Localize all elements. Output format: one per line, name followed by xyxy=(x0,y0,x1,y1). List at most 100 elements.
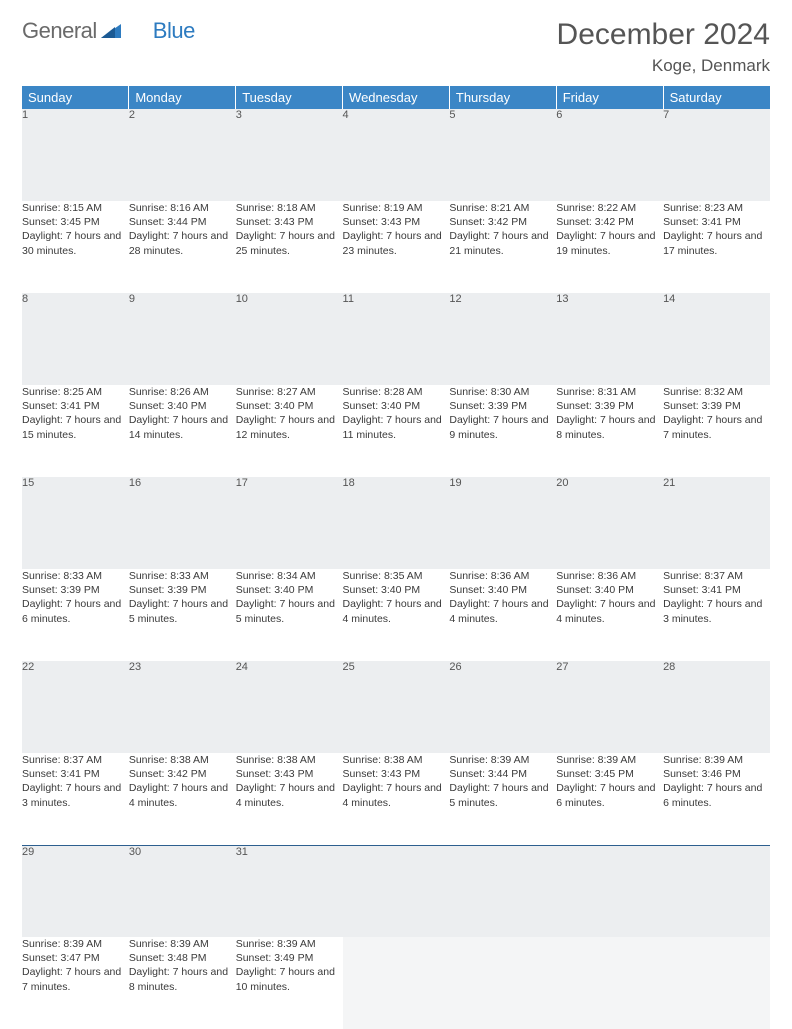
sunrise-line: Sunrise: 8:37 AM xyxy=(663,569,770,583)
calendar-table: Sunday Monday Tuesday Wednesday Thursday… xyxy=(22,86,770,1029)
sunrise-line: Sunrise: 8:39 AM xyxy=(663,753,770,767)
day-number: 3 xyxy=(236,109,343,201)
sunset-line: Sunset: 3:39 PM xyxy=(449,399,556,413)
day-number: 12 xyxy=(449,293,556,385)
daynum-row: 293031 xyxy=(22,845,770,937)
daynum-row: 891011121314 xyxy=(22,293,770,385)
sunrise-line: Sunrise: 8:32 AM xyxy=(663,385,770,399)
sunrise-line: Sunrise: 8:21 AM xyxy=(449,201,556,215)
day-info: Sunrise: 8:36 AMSunset: 3:40 PMDaylight:… xyxy=(449,569,556,661)
sunrise-line: Sunrise: 8:38 AM xyxy=(129,753,236,767)
sunset-line: Sunset: 3:40 PM xyxy=(343,399,450,413)
daynum-row: 1234567 xyxy=(22,109,770,201)
sunrise-line: Sunrise: 8:23 AM xyxy=(663,201,770,215)
day-number: 26 xyxy=(449,661,556,753)
sunrise-line: Sunrise: 8:28 AM xyxy=(343,385,450,399)
sunset-line: Sunset: 3:39 PM xyxy=(556,399,663,413)
day-info: Sunrise: 8:23 AMSunset: 3:41 PMDaylight:… xyxy=(663,201,770,293)
day-number: 16 xyxy=(129,477,236,569)
day-info: Sunrise: 8:39 AMSunset: 3:45 PMDaylight:… xyxy=(556,753,663,845)
day-number: 2 xyxy=(129,109,236,201)
sunrise-line: Sunrise: 8:38 AM xyxy=(343,753,450,767)
day-info xyxy=(663,937,770,1029)
sunset-line: Sunset: 3:49 PM xyxy=(236,951,343,965)
weekday-header: Tuesday xyxy=(236,86,343,109)
sunset-line: Sunset: 3:45 PM xyxy=(22,215,129,229)
sunset-line: Sunset: 3:43 PM xyxy=(343,767,450,781)
daylight-line: Daylight: 7 hours and 28 minutes. xyxy=(129,229,236,257)
day-info: Sunrise: 8:27 AMSunset: 3:40 PMDaylight:… xyxy=(236,385,343,477)
day-info: Sunrise: 8:37 AMSunset: 3:41 PMDaylight:… xyxy=(22,753,129,845)
daylight-line: Daylight: 7 hours and 30 minutes. xyxy=(22,229,129,257)
daylight-line: Daylight: 7 hours and 8 minutes. xyxy=(129,965,236,993)
daylight-line: Daylight: 7 hours and 17 minutes. xyxy=(663,229,770,257)
day-number: 4 xyxy=(343,109,450,201)
sunset-line: Sunset: 3:39 PM xyxy=(129,583,236,597)
day-number xyxy=(449,845,556,937)
day-number: 6 xyxy=(556,109,663,201)
daynum-row: 22232425262728 xyxy=(22,661,770,753)
day-number: 13 xyxy=(556,293,663,385)
day-number: 22 xyxy=(22,661,129,753)
daylight-line: Daylight: 7 hours and 9 minutes. xyxy=(449,413,556,441)
weekday-header: Saturday xyxy=(663,86,770,109)
info-row: Sunrise: 8:15 AMSunset: 3:45 PMDaylight:… xyxy=(22,201,770,293)
sunrise-line: Sunrise: 8:36 AM xyxy=(556,569,663,583)
sunset-line: Sunset: 3:42 PM xyxy=(449,215,556,229)
sunrise-line: Sunrise: 8:35 AM xyxy=(343,569,450,583)
sunrise-line: Sunrise: 8:38 AM xyxy=(236,753,343,767)
day-info: Sunrise: 8:39 AMSunset: 3:48 PMDaylight:… xyxy=(129,937,236,1029)
day-info: Sunrise: 8:32 AMSunset: 3:39 PMDaylight:… xyxy=(663,385,770,477)
day-info: Sunrise: 8:36 AMSunset: 3:40 PMDaylight:… xyxy=(556,569,663,661)
day-info: Sunrise: 8:37 AMSunset: 3:41 PMDaylight:… xyxy=(663,569,770,661)
day-info: Sunrise: 8:39 AMSunset: 3:46 PMDaylight:… xyxy=(663,753,770,845)
sunrise-line: Sunrise: 8:18 AM xyxy=(236,201,343,215)
day-number: 15 xyxy=(22,477,129,569)
header: General Blue December 2024 Koge, Denmark xyxy=(22,18,770,76)
sunrise-line: Sunrise: 8:31 AM xyxy=(556,385,663,399)
day-number: 17 xyxy=(236,477,343,569)
sunset-line: Sunset: 3:43 PM xyxy=(343,215,450,229)
day-number xyxy=(663,845,770,937)
sunrise-line: Sunrise: 8:39 AM xyxy=(449,753,556,767)
sunset-line: Sunset: 3:40 PM xyxy=(449,583,556,597)
daylight-line: Daylight: 7 hours and 4 minutes. xyxy=(129,781,236,809)
day-info: Sunrise: 8:21 AMSunset: 3:42 PMDaylight:… xyxy=(449,201,556,293)
weekday-header-row: Sunday Monday Tuesday Wednesday Thursday… xyxy=(22,86,770,109)
day-number: 8 xyxy=(22,293,129,385)
location: Koge, Denmark xyxy=(557,56,770,76)
weekday-header: Wednesday xyxy=(343,86,450,109)
day-info: Sunrise: 8:26 AMSunset: 3:40 PMDaylight:… xyxy=(129,385,236,477)
sunrise-line: Sunrise: 8:22 AM xyxy=(556,201,663,215)
day-number xyxy=(343,845,450,937)
daylight-line: Daylight: 7 hours and 7 minutes. xyxy=(22,965,129,993)
sunset-line: Sunset: 3:44 PM xyxy=(449,767,556,781)
day-number: 1 xyxy=(22,109,129,201)
info-row: Sunrise: 8:25 AMSunset: 3:41 PMDaylight:… xyxy=(22,385,770,477)
day-number: 24 xyxy=(236,661,343,753)
sunset-line: Sunset: 3:45 PM xyxy=(556,767,663,781)
day-info: Sunrise: 8:33 AMSunset: 3:39 PMDaylight:… xyxy=(129,569,236,661)
sunrise-line: Sunrise: 8:25 AM xyxy=(22,385,129,399)
day-number xyxy=(556,845,663,937)
day-info: Sunrise: 8:39 AMSunset: 3:49 PMDaylight:… xyxy=(236,937,343,1029)
day-info: Sunrise: 8:18 AMSunset: 3:43 PMDaylight:… xyxy=(236,201,343,293)
weekday-header: Monday xyxy=(129,86,236,109)
daylight-line: Daylight: 7 hours and 3 minutes. xyxy=(22,781,129,809)
daylight-line: Daylight: 7 hours and 5 minutes. xyxy=(449,781,556,809)
sunset-line: Sunset: 3:47 PM xyxy=(22,951,129,965)
day-number: 14 xyxy=(663,293,770,385)
day-number: 23 xyxy=(129,661,236,753)
sunrise-line: Sunrise: 8:34 AM xyxy=(236,569,343,583)
calendar-body: 1234567Sunrise: 8:15 AMSunset: 3:45 PMDa… xyxy=(22,109,770,1029)
daylight-line: Daylight: 7 hours and 23 minutes. xyxy=(343,229,450,257)
sunset-line: Sunset: 3:40 PM xyxy=(343,583,450,597)
info-row: Sunrise: 8:33 AMSunset: 3:39 PMDaylight:… xyxy=(22,569,770,661)
sunrise-line: Sunrise: 8:39 AM xyxy=(236,937,343,951)
sunrise-line: Sunrise: 8:39 AM xyxy=(129,937,236,951)
sunrise-line: Sunrise: 8:33 AM xyxy=(22,569,129,583)
day-info xyxy=(449,937,556,1029)
day-info: Sunrise: 8:34 AMSunset: 3:40 PMDaylight:… xyxy=(236,569,343,661)
daylight-line: Daylight: 7 hours and 25 minutes. xyxy=(236,229,343,257)
sunset-line: Sunset: 3:41 PM xyxy=(22,767,129,781)
